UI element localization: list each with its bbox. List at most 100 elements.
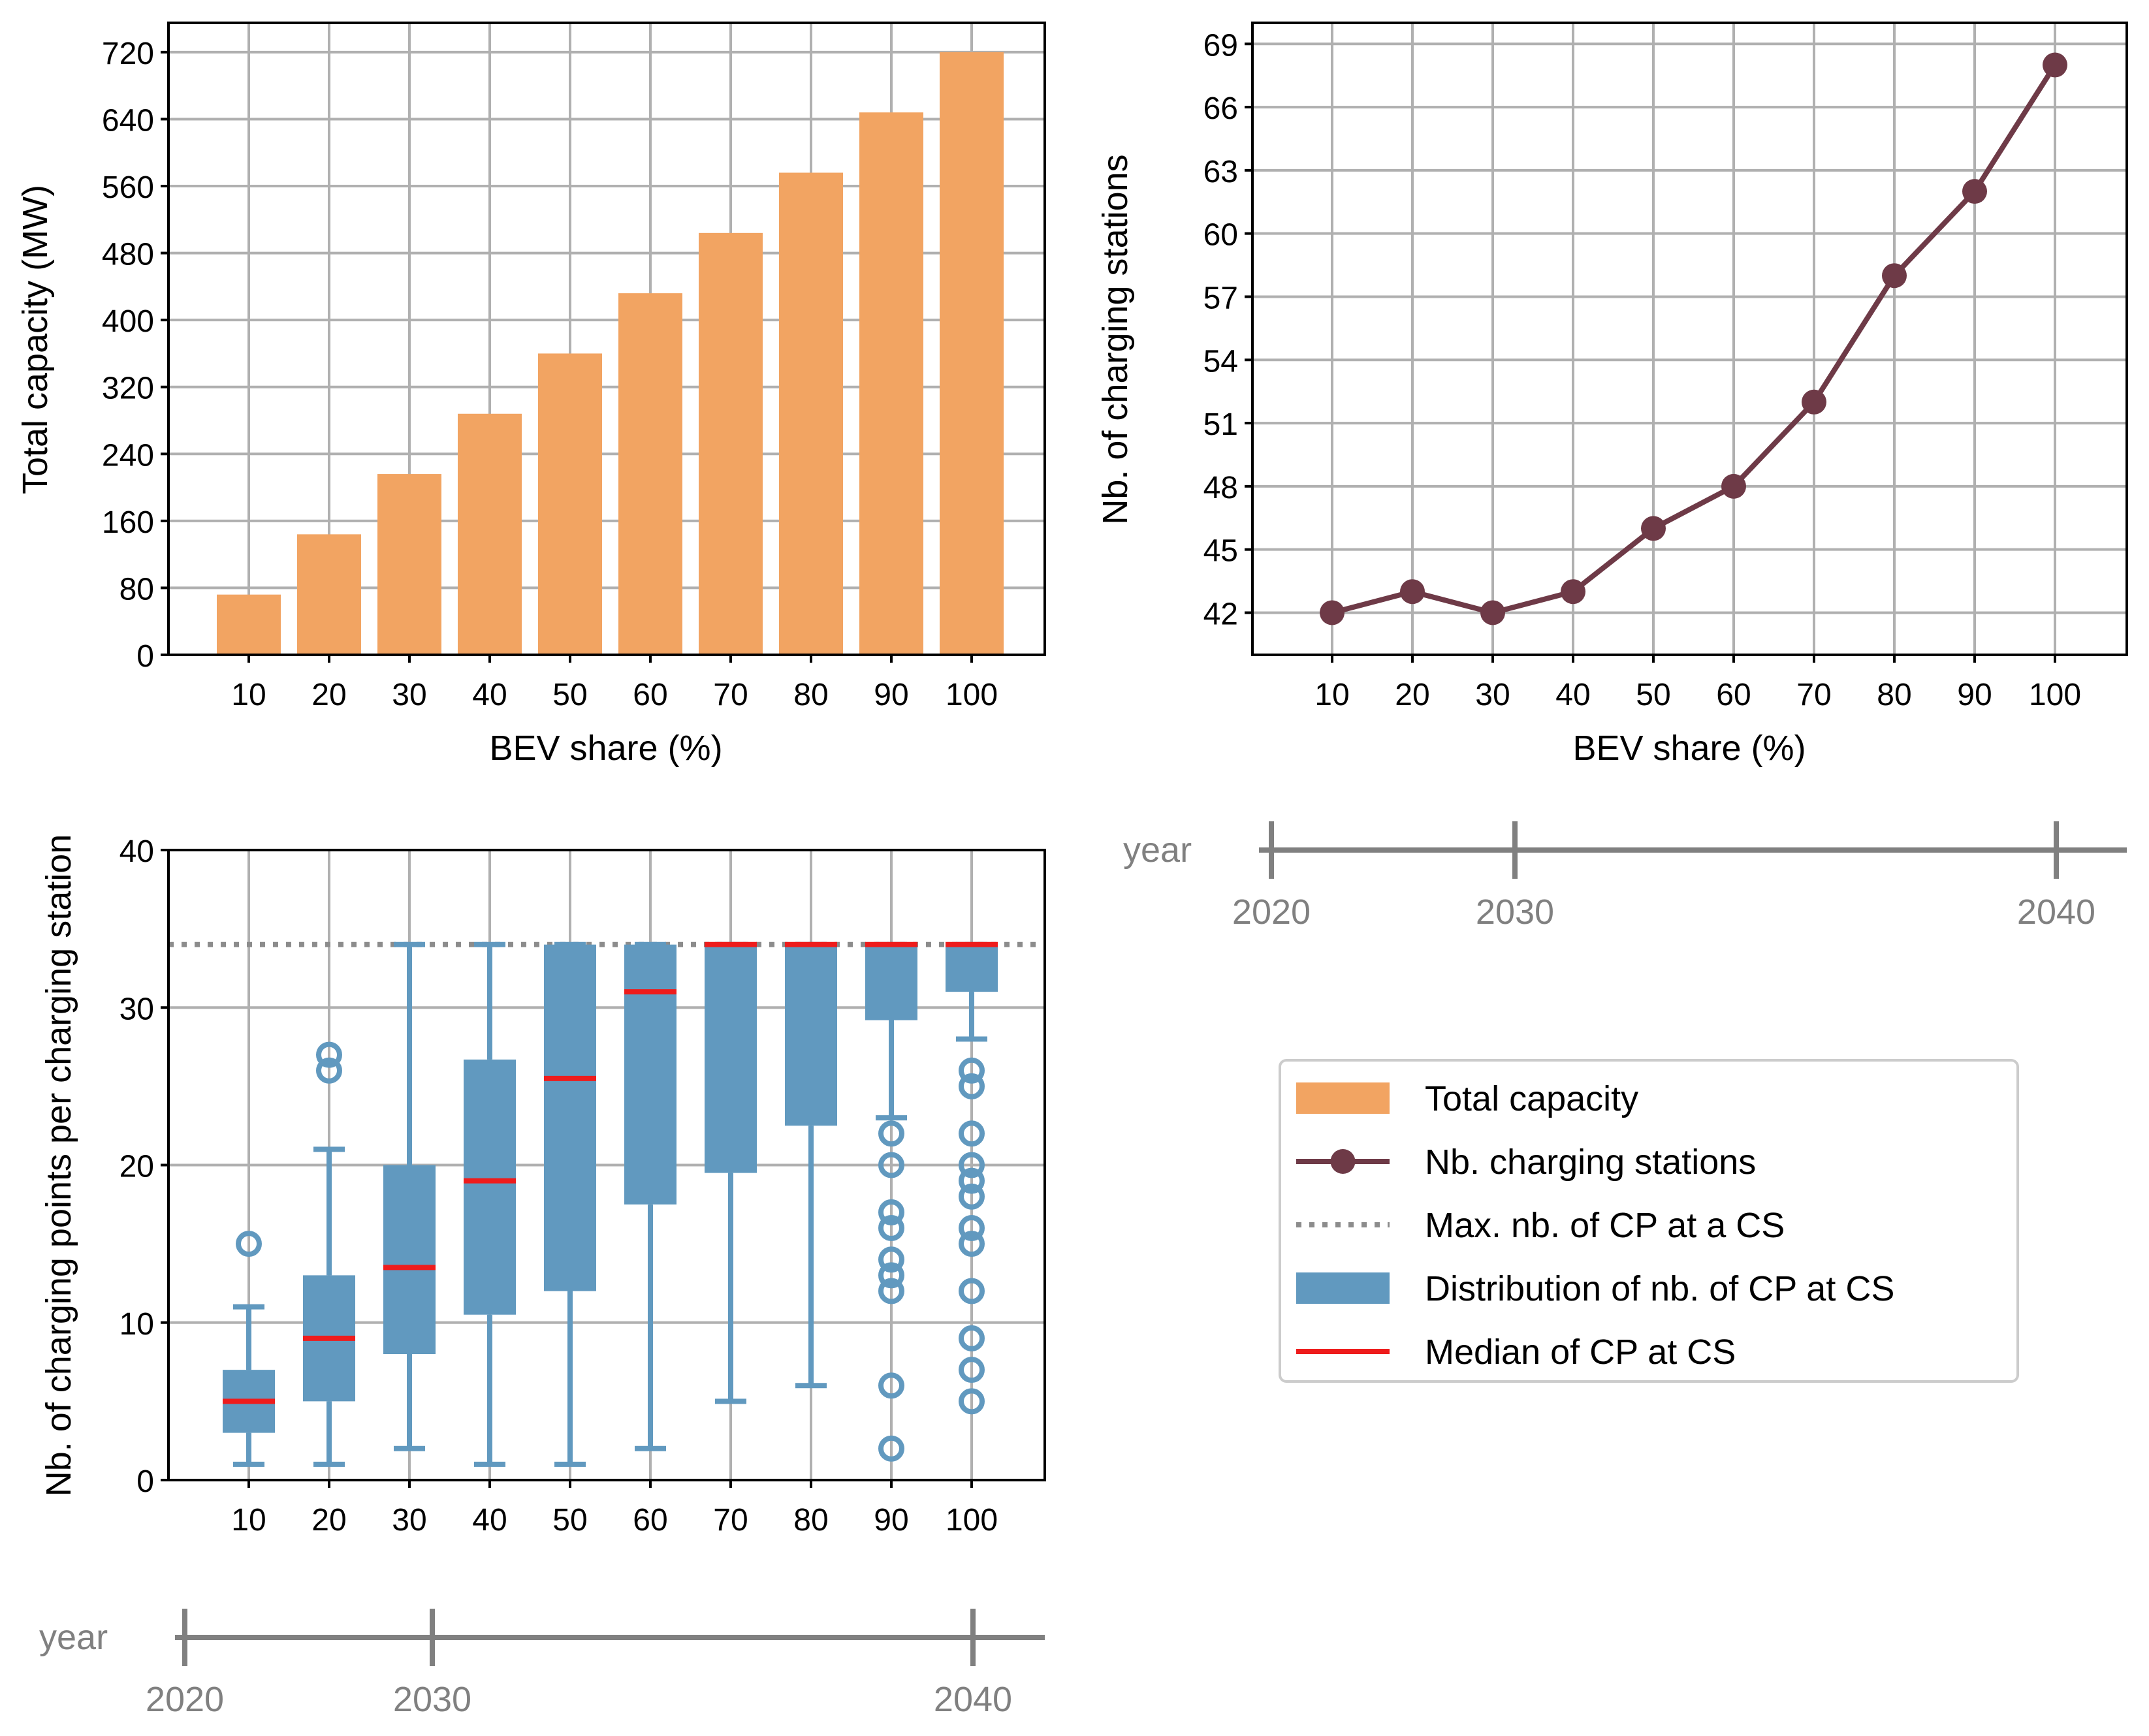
line-xtick-label: 40 [1555,678,1590,712]
charging-stations-point [1882,263,1907,289]
bar-xtick-label: 50 [552,678,587,712]
line-ytick-label: 66 [1203,91,1238,126]
line-ytick-label: 54 [1203,344,1238,379]
box-chart-ylabel: Nb. of charging points per charging stat… [39,834,78,1497]
capacity-bar-chart: 0 80 160 240 320 400 480 560 640 720 10 20 30 40 50 60 7… [16,22,1046,768]
box-plot-frame [167,849,1046,1481]
box-ytick-label: 40 [119,834,154,869]
box-outlier [959,1183,985,1210]
bar-xtick-label: 20 [311,678,346,712]
capacity-bar [618,293,682,655]
charging-stations-point [1400,579,1425,605]
box-outlier [316,1041,342,1068]
line-xtick-label: 60 [1716,678,1751,712]
capacity-bar [538,353,602,655]
timeline-tick-label: 2040 [934,1680,1012,1719]
box-iqr [383,1165,436,1354]
capacity-bar [217,594,281,655]
box-outlier [878,1199,904,1225]
legend-frame [1279,1059,2019,1383]
box-outlier [878,1246,904,1273]
box-ytick-label: 10 [119,1307,154,1342]
bar-ytick-label: 720 [102,37,154,71]
charging-stations-point [1962,179,1987,204]
box-iqr [865,944,917,1020]
legend-swatch-marker [1330,1149,1356,1174]
bar-xtick-label: 40 [472,678,507,712]
bar-ytick-label: 0 [136,639,154,674]
line-ytick-label: 51 [1203,407,1238,442]
box-outlier [878,1372,904,1399]
legend-item-label: Total capacity [1425,1079,1638,1118]
line-xtick-label: 20 [1395,678,1429,712]
box-xtick-label: 70 [713,1503,748,1538]
line-xtick-label: 10 [1314,678,1349,712]
line-ytick-label: 63 [1203,155,1238,189]
line-chart-xlabel: BEV share (%) [1572,729,1806,768]
box-xtick-label: 100 [946,1503,998,1538]
box-xtick-label: 50 [552,1503,587,1538]
box-iqr [464,1059,516,1315]
line-xtick-label: 90 [1957,678,1992,712]
box-outlier [316,1057,342,1084]
bar-xtick-label: 100 [946,678,998,712]
timeline-year-label: year [1123,830,1192,870]
year-timeline-lower: year 2020 2030 2040 [39,1609,1045,1719]
bar-ytick-label: 320 [102,371,154,406]
box-xtick-label: 30 [392,1503,426,1538]
legend-item-label: Max. nb. of CP at a CS [1425,1206,1785,1245]
line-xtick-label: 50 [1636,678,1670,712]
box-xtick-label: 40 [472,1503,507,1538]
legend-swatch-bar [1296,1082,1390,1114]
line-ytick-label: 57 [1203,281,1238,315]
year-timeline-upper: year 2020 2030 2040 [1123,821,2127,932]
bar-ytick-label: 80 [119,572,154,607]
line-xtick-label: 30 [1475,678,1510,712]
box-xtick-label: 20 [311,1503,346,1538]
legend-item-label: Nb. charging stations [1425,1143,1756,1182]
box-outlier [236,1231,262,1257]
legend-swatch-box [1296,1272,1390,1304]
box-iqr [785,944,837,1126]
line-ytick-label: 48 [1203,471,1238,505]
charging-stations-point [1320,600,1345,625]
charging-stations-line-chart: 42 45 48 51 54 57 60 63 66 69 10 20 30 40 50 60 70 80 90 10… [1096,22,2128,768]
bar-ytick-label: 560 [102,170,154,205]
bar-xtick-label: 70 [713,678,748,712]
timeline-tick-label: 2020 [1232,892,1311,932]
bar-ytick-label: 240 [102,438,154,473]
box-outlier [959,1120,985,1147]
box-xtick-label: 80 [793,1503,828,1538]
box-outlier [959,1278,985,1304]
box-ytick-label: 30 [119,992,154,1026]
line-chart-ylabel: Nb. of charging stations [1096,154,1135,524]
bar-chart-xlabel: BEV share (%) [489,729,722,768]
box-xtick-label: 10 [231,1503,266,1538]
charging-stations-point [1480,600,1505,625]
capacity-bar [297,534,361,655]
box-outlier [959,1388,985,1415]
capacity-bar [859,112,923,655]
box-outlier [959,1073,985,1099]
bar-xtick-label: 30 [392,678,426,712]
box-xtick-label: 90 [874,1503,908,1538]
box-outlier [878,1435,904,1462]
box-iqr [705,944,757,1173]
line-plot-frame [1251,22,2128,656]
box-outlier [959,1357,985,1383]
bar-xtick-label: 10 [231,678,266,712]
box-outlier [959,1152,985,1178]
line-ytick-label: 45 [1203,534,1238,569]
bar-ytick-label: 480 [102,238,154,272]
timeline-tick-label: 2040 [2017,892,2095,932]
box-xtick-label: 60 [633,1503,667,1538]
box-iqr [544,944,596,1291]
capacity-bar [940,52,1004,655]
bar-xtick-label: 60 [633,678,667,712]
box-outlier [959,1325,985,1351]
box-outlier [959,1057,985,1084]
line-xtick-label: 100 [2029,678,2081,712]
cp-per-station-box-plot: 0 10 20 30 40 10 20 30 40 50 60 70 80 90 100 Nb. of ch… [39,834,1046,1538]
legend-item-label: Distribution of nb. of CP at CS [1425,1269,1894,1308]
